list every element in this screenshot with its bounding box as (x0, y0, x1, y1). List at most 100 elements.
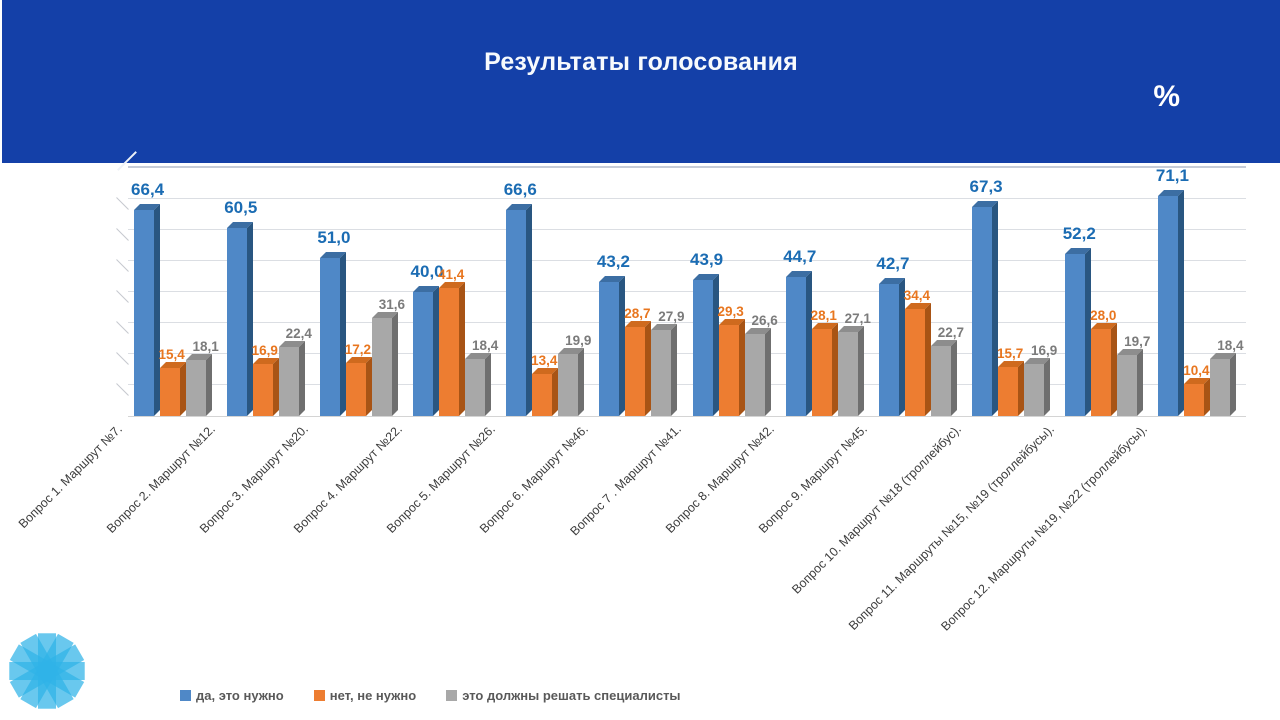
bar-group: 71,1 10,4 18,4 (1153, 165, 1246, 416)
bar-group: 51,0 17,2 31,6 (314, 168, 407, 416)
bar-series3 (744, 333, 765, 416)
value-label: 40,0 (410, 262, 444, 281)
bar-group: 43,9 29,3 26,6 (687, 168, 780, 416)
value-label: 19,7 (1124, 333, 1151, 349)
bar-series1 (785, 277, 806, 416)
legend-item: нет, не нужно (313, 688, 417, 703)
axis-depth-tick (116, 228, 129, 241)
bar-series1 (878, 283, 899, 416)
bar-group: 44,7 28,1 27,1 (780, 168, 873, 416)
value-label: 60,5 (224, 198, 258, 218)
bar-group: 67,3 15,7 16,9 (967, 168, 1060, 416)
bar-series2 (1184, 383, 1205, 416)
bar-series2 (718, 325, 739, 416)
bar-group: 60,5 16,9 22,4 (221, 168, 314, 416)
bar-series2 (811, 328, 832, 416)
value-label: 28,1 (810, 307, 837, 323)
chart-legend: да, это нужно нет, не нужно это должны реш… (180, 688, 681, 703)
bar-series1 (133, 210, 154, 416)
value-label: 27,9 (658, 308, 685, 324)
value-label: 22,4 (285, 325, 312, 341)
bar-series3 (930, 345, 951, 416)
bar-series3 (278, 346, 299, 416)
value-label: 44,7 (783, 247, 817, 267)
value-label: 15,7 (996, 346, 1024, 362)
bar-group: 40,0 41,4 18,4 (408, 168, 501, 416)
bar-group: 66,6 13,4 19,9 (501, 168, 594, 416)
value-label: 18,4 (1217, 337, 1244, 353)
bar-series2 (1091, 329, 1112, 416)
bar-series1 (506, 209, 527, 416)
legend-item: да, это нужно (180, 688, 284, 703)
bar-series3 (185, 359, 206, 416)
value-label: 26,6 (751, 312, 778, 328)
bar-group: 42,7 34,4 22,7 (873, 168, 966, 416)
value-label: 17,2 (344, 341, 372, 357)
bar-series1 (692, 279, 713, 416)
gridline (116, 228, 1246, 241)
gridline (116, 259, 1246, 272)
axis-depth-tick (116, 197, 129, 210)
value-label: 66,6 (503, 179, 537, 199)
legend-label: это должны решать специалисты (462, 688, 681, 703)
bar-series2 (159, 368, 180, 416)
legend-label: нет, не нужно (329, 688, 417, 703)
axis-depth-tick (116, 321, 129, 334)
value-label: 19,9 (565, 333, 592, 349)
bar-group: 66,4 15,4 18,1 (128, 168, 221, 416)
legend-swatch (446, 690, 458, 701)
axis-depth-tick (116, 290, 129, 303)
bar-series3 (1210, 358, 1231, 416)
bar-series2 (345, 362, 366, 416)
bar-series2 (439, 287, 460, 416)
bar-group: 43,2 28,7 27,9 (594, 168, 687, 416)
value-label: 31,6 (378, 297, 406, 313)
bar-group: 52,2 28,0 19,7 (1060, 168, 1153, 416)
value-label: 43,2 (596, 252, 630, 272)
bar-series1 (1158, 195, 1179, 416)
gridline (116, 290, 1246, 303)
value-label: 71,1 (1155, 165, 1189, 185)
gridline (116, 383, 1246, 396)
bar-series3 (371, 318, 392, 416)
bar-series3 (1024, 363, 1045, 416)
value-label: 15,4 (158, 347, 185, 363)
bar-series1 (972, 207, 993, 416)
bar-series2 (625, 327, 646, 416)
value-label: 18,4 (471, 337, 499, 353)
bar-series1 (599, 282, 620, 416)
chart-plot-area: 66,4 15,4 18,1 60,5 16,9 22,4 51,0 17,2 31,6 40,0… (116, 165, 1246, 417)
value-label: 16,9 (1030, 342, 1058, 358)
bar-series3 (465, 358, 486, 416)
axis-depth-tick (116, 259, 129, 272)
axis-depth-tick (116, 352, 129, 365)
bar-series2 (904, 309, 925, 416)
page-title: Результаты голосования (484, 48, 798, 76)
category-label: Вопрос 12. Маршруты №19, №22 (троллейбус… (938, 422, 1150, 634)
bar-series3 (651, 329, 672, 416)
bar-series3 (1117, 354, 1138, 416)
legend-label: да, это нужно (196, 688, 284, 703)
value-label: 67,3 (969, 177, 1003, 197)
axis-depth-tick (116, 383, 129, 396)
legend-swatch (313, 690, 325, 701)
bar-series3 (558, 354, 579, 416)
gridline (116, 197, 1246, 210)
value-label: 18,1 (192, 338, 219, 354)
bar-series2 (998, 367, 1019, 416)
value-label: 52,2 (1062, 224, 1096, 244)
legend-item: это должны решать специалисты (446, 688, 681, 703)
gridline (116, 352, 1246, 365)
starburst-logo (9, 633, 85, 709)
value-label: 22,7 (937, 324, 965, 340)
value-label: 41,4 (437, 266, 465, 282)
value-label: 27,1 (844, 311, 871, 326)
axis-unit-label: % (1153, 80, 1180, 113)
value-label: 13,4 (531, 353, 558, 369)
value-label: 10,4 (1183, 362, 1210, 378)
gridline (116, 321, 1246, 334)
bar-series1 (319, 257, 340, 416)
value-label: 28,7 (624, 306, 651, 322)
bar-series3 (837, 332, 858, 416)
